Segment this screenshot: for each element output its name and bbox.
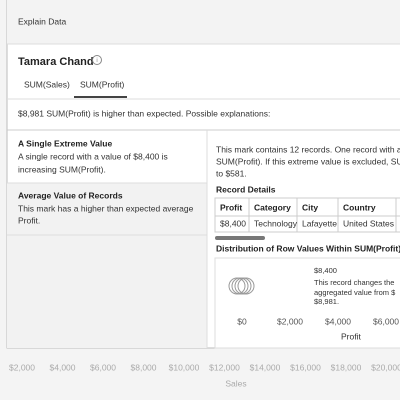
detail-text: SUM(Profit). If this extreme value is ex…	[216, 156, 400, 166]
dialog-header-text: Explain Data	[18, 16, 66, 26]
distribution-tick-label: $4,000	[325, 316, 351, 326]
tab-underline	[74, 96, 127, 98]
explanation-text: Profit.	[18, 215, 40, 225]
summary: $8,981 SUM(Profit) is higher than expect…	[18, 108, 270, 118]
explanation-text: A single record with a value of $8,400 i…	[18, 151, 168, 161]
background-tick-label: $18,000	[331, 362, 362, 372]
annotation-value: $8,400	[314, 266, 337, 275]
background-tick-label: $16,000	[290, 362, 321, 372]
record-table: Profit Category City Country $8,400 Tech…	[214, 197, 400, 233]
distribution-axis-label: Profit	[341, 331, 361, 341]
distribution-points	[228, 277, 255, 295]
explanation-text: This mark has a higher than expected ave…	[18, 203, 194, 213]
dialog-header	[7, 0, 400, 44]
annotation-text: $8,981.	[314, 297, 339, 306]
cell: Technology	[254, 218, 298, 228]
background-tick-label: $10,000	[169, 362, 200, 372]
distribution-heading: Distribution of Row Values Within SUM(Pr…	[216, 243, 400, 253]
tab[interactable]: SUM(Sales)	[24, 79, 70, 89]
cell: $8,400	[220, 218, 246, 228]
column-header: Profit	[220, 202, 242, 212]
dialog-title: Tamara Chand	[18, 56, 94, 68]
column-header: City	[302, 202, 318, 212]
background-tick-label: $4,000	[50, 362, 76, 372]
distribution-axis: $0 $2,000 $4,000 $6,000	[237, 316, 399, 326]
detail-text: This mark contains 12 records. One recor…	[216, 144, 400, 154]
annotation-text: This record changes the	[314, 278, 394, 287]
cell: Lafayette	[302, 218, 337, 228]
background-tick-label: $2,000	[9, 362, 35, 372]
background-tick-label: $20,000	[371, 362, 400, 372]
distribution-tick-label: $2,000	[277, 316, 303, 326]
explanation-title[interactable]: Average Value of Records	[18, 190, 123, 200]
tab[interactable]: SUM(Profit)	[80, 79, 125, 89]
background-tick-label: $14,000	[250, 362, 281, 372]
column-header: Country	[343, 202, 376, 212]
distribution-box	[214, 257, 400, 349]
cell: United States	[343, 218, 394, 228]
background-tick-label: $6,000	[90, 362, 116, 372]
column-header: Category	[254, 202, 291, 212]
distribution-tick-label: $6,000	[373, 316, 399, 326]
background-axis: $2,000 $4,000 $6,000 $8,000 $10,000 $12,000 $1…	[9, 362, 400, 372]
info-icon[interactable]	[92, 55, 102, 65]
left-panel-rest	[7, 183, 207, 348]
svg-text:i: i	[96, 58, 97, 64]
dialog: Explain Data Tamara Chand i SUM(Sales) S…	[6, 0, 400, 349]
record-heading: Record Details	[216, 184, 276, 194]
explanation-text: increasing SUM(Profit).	[18, 164, 106, 174]
scrollbar[interactable]	[215, 236, 265, 240]
background-tick-label: $8,000	[131, 362, 157, 372]
explanation-title[interactable]: A Single Extreme Value	[18, 138, 112, 148]
distribution-tick-label: $0	[237, 316, 247, 326]
background-axis-label: Sales	[225, 378, 246, 388]
background-tick-label: $12,000	[209, 362, 240, 372]
detail-text: to $581.	[216, 168, 247, 178]
annotation-text: aggregated value from $	[314, 288, 396, 297]
